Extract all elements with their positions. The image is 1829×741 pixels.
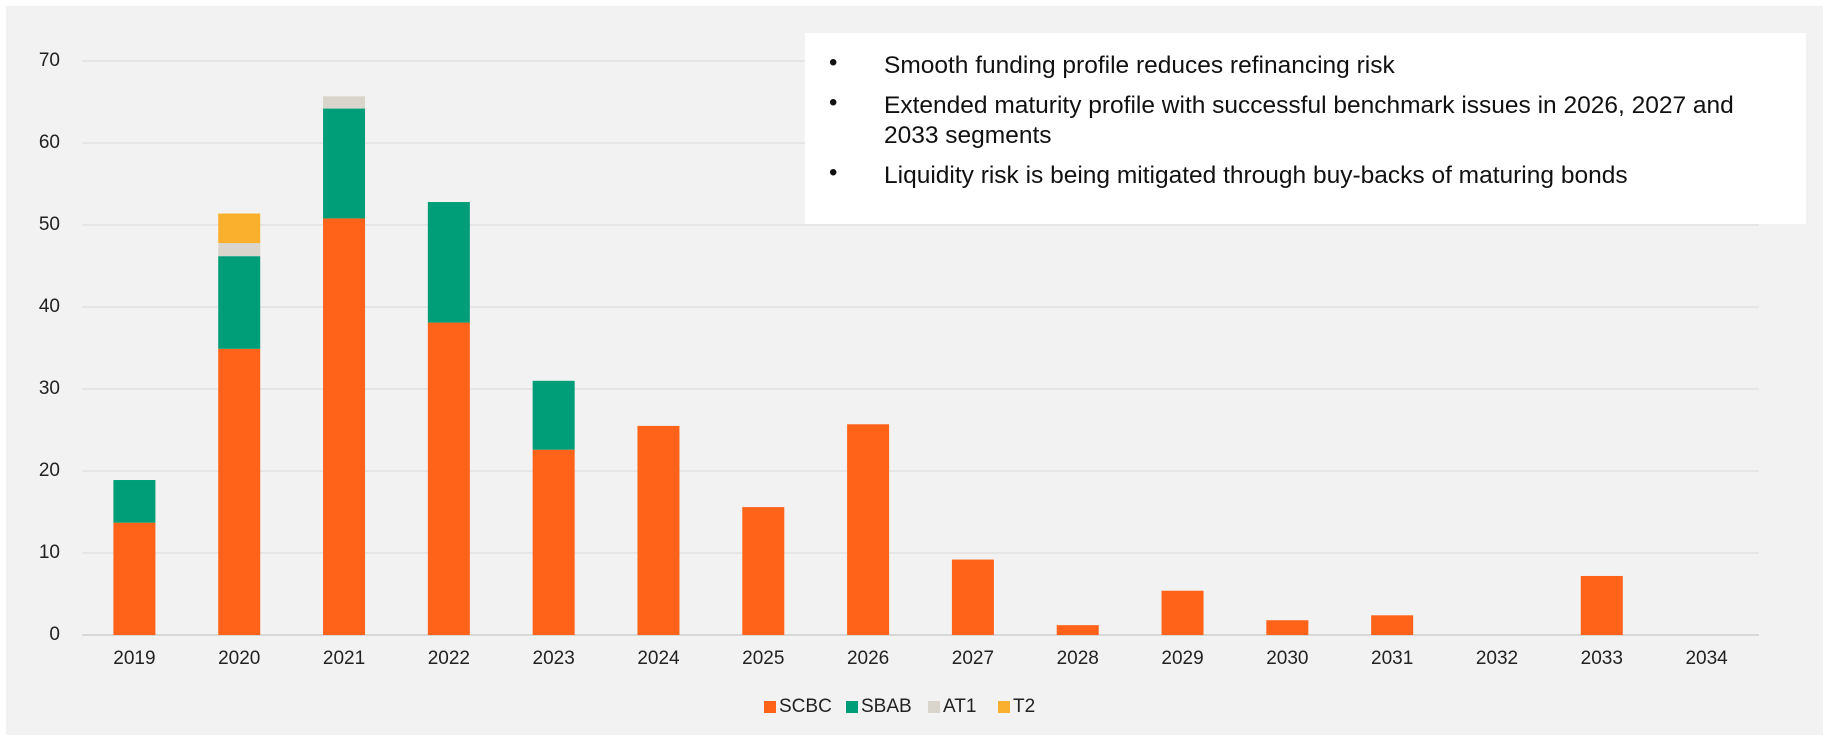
x-tick-label: 2030 — [1266, 648, 1308, 669]
x-tick-label: 2026 — [847, 648, 889, 669]
bar-segment — [532, 449, 575, 635]
bar-segment — [323, 96, 366, 109]
bar-segment — [1056, 625, 1099, 635]
y-tick-label: 10 — [39, 542, 60, 563]
bar-segment — [1580, 575, 1623, 635]
x-tick-label: 2024 — [637, 648, 680, 669]
bar-segment — [1161, 590, 1204, 635]
bar-segment — [218, 256, 261, 349]
bar-segment — [742, 507, 785, 635]
bar-segment — [113, 480, 156, 523]
x-tick-label: 2022 — [428, 648, 470, 669]
bar-segment — [323, 108, 366, 219]
legend-swatch — [998, 701, 1010, 713]
x-tick-label: 2019 — [113, 648, 155, 669]
y-tick-label: 30 — [39, 378, 60, 399]
bar-segment — [637, 425, 680, 635]
legend-label: AT1 — [943, 696, 976, 717]
bar-segment — [218, 213, 261, 244]
y-tick-label: 60 — [39, 132, 60, 153]
legend-swatch — [846, 701, 858, 713]
y-tick-label: 70 — [39, 50, 60, 71]
x-tick-label: 2029 — [1161, 648, 1203, 669]
y-tick-label: 20 — [39, 460, 60, 481]
note-item: Liquidity risk is being mitigated throug… — [805, 158, 1766, 191]
x-tick-label: 2028 — [1057, 648, 1099, 669]
bar-segment — [951, 559, 994, 635]
legend-label: SCBC — [779, 696, 832, 717]
bar-segment — [218, 348, 261, 635]
bar-segment — [532, 380, 575, 450]
x-tick-label: 2031 — [1371, 648, 1413, 669]
x-tick-label: 2032 — [1476, 648, 1518, 669]
x-tick-label: 2021 — [323, 648, 365, 669]
bar-segment — [113, 522, 156, 635]
bar-segment — [427, 322, 470, 635]
bar-segment — [323, 218, 366, 635]
y-tick-label: 50 — [39, 214, 60, 235]
notes-box: Smooth funding profile reduces refinanci… — [805, 33, 1806, 224]
bar-segment — [1371, 615, 1414, 635]
bar-segment — [427, 202, 470, 323]
y-tick-label: 40 — [39, 296, 60, 317]
x-tick-label: 2034 — [1685, 648, 1728, 669]
notes-list: Smooth funding profile reduces refinanci… — [805, 48, 1766, 191]
y-tick-label: 0 — [49, 624, 60, 645]
legend-label: T2 — [1013, 696, 1035, 717]
x-tick-label: 2027 — [952, 648, 994, 669]
x-tick-label: 2025 — [742, 648, 784, 669]
legend-swatch — [764, 701, 776, 713]
x-tick-label: 2020 — [218, 648, 260, 669]
legend-swatch — [928, 701, 940, 713]
note-item: Extended maturity profile with successfu… — [805, 88, 1766, 151]
bar-segment — [218, 243, 261, 257]
bar-segment — [1266, 620, 1309, 635]
bar-segment — [847, 424, 890, 635]
x-tick-label: 2023 — [533, 648, 575, 669]
legend-label: SBAB — [861, 696, 912, 717]
x-tick-label: 2033 — [1581, 648, 1623, 669]
note-item: Smooth funding profile reduces refinanci… — [805, 48, 1766, 81]
